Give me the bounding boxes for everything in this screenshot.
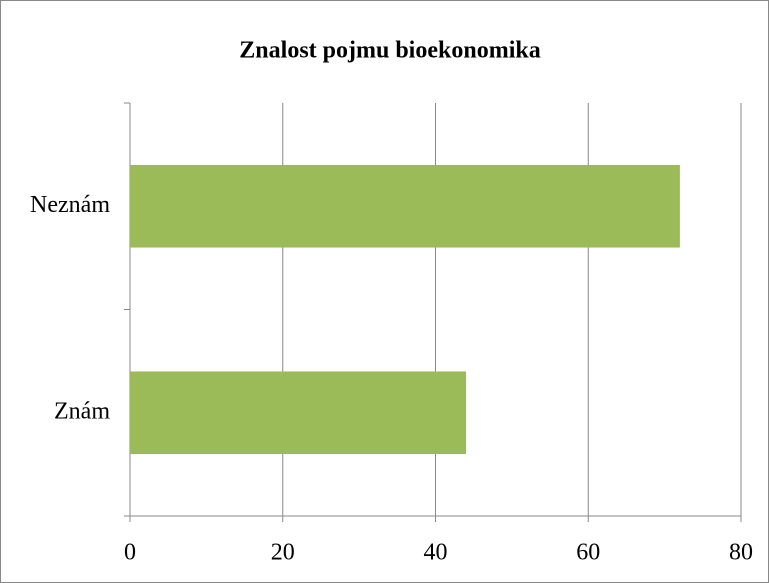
chart-title: Znalost pojmu bioekonomika <box>239 38 540 64</box>
bar <box>130 164 680 248</box>
x-tick-label: 0 <box>124 540 136 566</box>
x-tick-label: 80 <box>729 540 753 566</box>
y-tick-label: Znám <box>54 398 110 424</box>
x-tick-label: 20 <box>271 540 295 566</box>
bar <box>130 371 467 455</box>
y-tick-label: Neznám <box>30 192 110 218</box>
x-tick-label: 60 <box>576 540 600 566</box>
x-tick-label: 40 <box>424 540 448 566</box>
